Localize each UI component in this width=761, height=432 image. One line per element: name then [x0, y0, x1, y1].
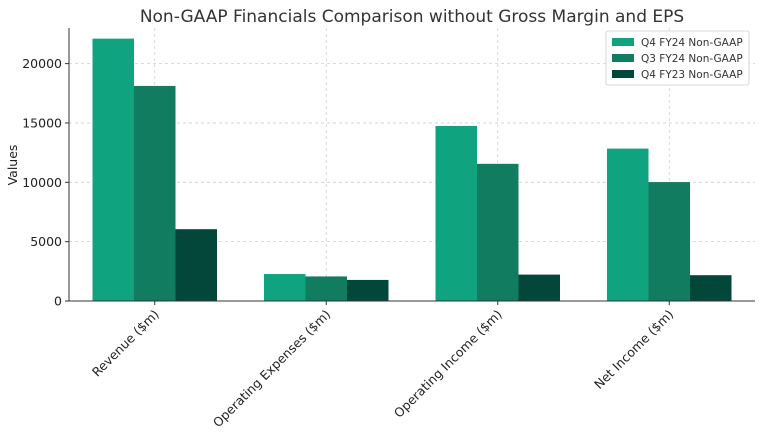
- bar-2-1: [477, 163, 519, 301]
- bars: [92, 38, 732, 301]
- y-axis-label: Values: [5, 145, 20, 186]
- legend-label: Q4 FY24 Non-GAAP: [641, 37, 743, 49]
- bar-3-1: [648, 182, 690, 301]
- legend: Q4 FY24 Non-GAAP Q3 FY24 Non-GAAP Q4 FY23 …: [605, 30, 750, 86]
- x-tick-label: Net Income ($m): [591, 307, 676, 392]
- bar-3-2: [690, 275, 732, 301]
- bar-1-2: [347, 279, 389, 301]
- legend-label: Q3 FY24 Non-GAAP: [641, 53, 743, 65]
- legend-label: Q4 FY23 Non-GAAP: [641, 69, 743, 81]
- axes: [68, 28, 755, 302]
- legend-swatch: [612, 38, 634, 46]
- x-tick-label: Revenue ($m): [89, 307, 162, 380]
- x-tick-label: Operating Expenses ($m): [210, 307, 334, 431]
- x-ticks: Revenue ($m) Operating Expenses ($m) Opera…: [89, 301, 676, 431]
- y-ticks: 0 5000 10000 15000 20000: [22, 56, 69, 309]
- legend-box: [605, 30, 750, 86]
- legend-swatch: [612, 54, 634, 62]
- bar-2-0: [435, 125, 477, 301]
- bar-0-2: [175, 229, 217, 301]
- bar-1-1: [305, 276, 347, 301]
- x-tick-label: Operating Income ($m): [391, 307, 505, 421]
- chart-title: Non-GAAP Financials Comparison without G…: [140, 7, 684, 27]
- bar-2-2: [518, 274, 560, 301]
- y-tick-label: 15000: [22, 115, 62, 130]
- y-tick-label: 20000: [22, 56, 62, 71]
- y-tick-label: 0: [54, 294, 62, 309]
- bar-0-0: [92, 38, 134, 301]
- bar-3-0: [607, 148, 649, 301]
- bar-1-0: [264, 274, 306, 301]
- y-tick-label: 10000: [22, 175, 62, 190]
- bar-0-1: [134, 85, 176, 301]
- y-tick-label: 5000: [30, 234, 62, 249]
- legend-swatch: [612, 70, 634, 78]
